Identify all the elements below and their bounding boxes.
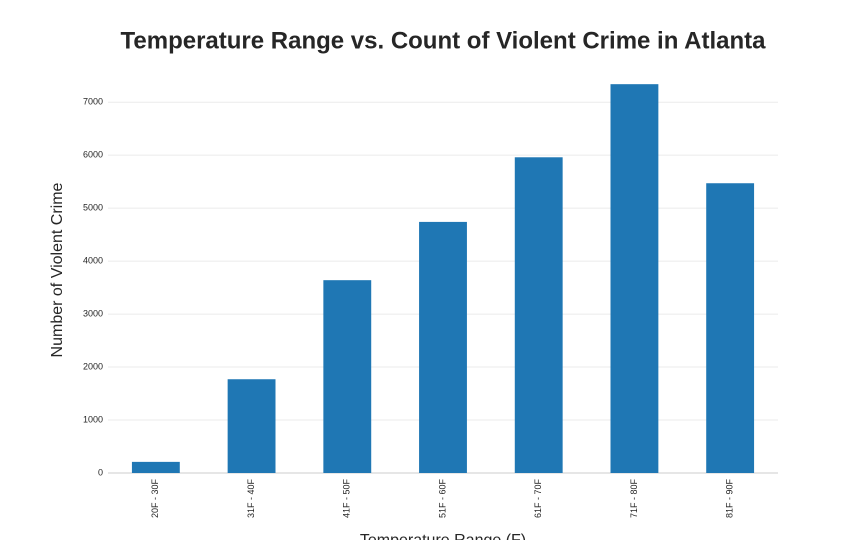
y-tick-label: 1000 <box>83 414 103 424</box>
x-tick-label: 31F - 40F <box>246 478 256 518</box>
x-tick-label: 61F - 70F <box>533 478 543 518</box>
y-tick-label: 6000 <box>83 150 103 160</box>
y-tick-label: 2000 <box>83 361 103 371</box>
bar <box>514 157 563 474</box>
x-tick-label: 71F - 80F <box>629 478 639 518</box>
y-tick-label: 0 <box>98 467 103 477</box>
x-tick-label: 41F - 50F <box>342 478 352 518</box>
y-tick-label: 7000 <box>83 97 103 107</box>
x-tick-label: 81F - 90F <box>725 478 735 518</box>
y-tick-label: 4000 <box>83 255 103 265</box>
x-axis-label: Temperature Range (F) <box>360 532 526 540</box>
bar <box>419 221 467 473</box>
bar <box>323 280 372 473</box>
bar <box>227 379 276 473</box>
bar <box>131 461 180 473</box>
x-tick-label: 51F - 60F <box>437 478 447 518</box>
y-axis-label: Number of Violent Crime <box>49 182 66 357</box>
bar <box>610 84 659 473</box>
chart-title: Temperature Range vs. Count of Violent C… <box>121 27 767 54</box>
bar <box>706 183 755 473</box>
y-tick-label: 5000 <box>83 203 103 213</box>
x-tick-label: 20F - 30F <box>150 478 160 518</box>
y-tick-label: 3000 <box>83 308 103 318</box>
